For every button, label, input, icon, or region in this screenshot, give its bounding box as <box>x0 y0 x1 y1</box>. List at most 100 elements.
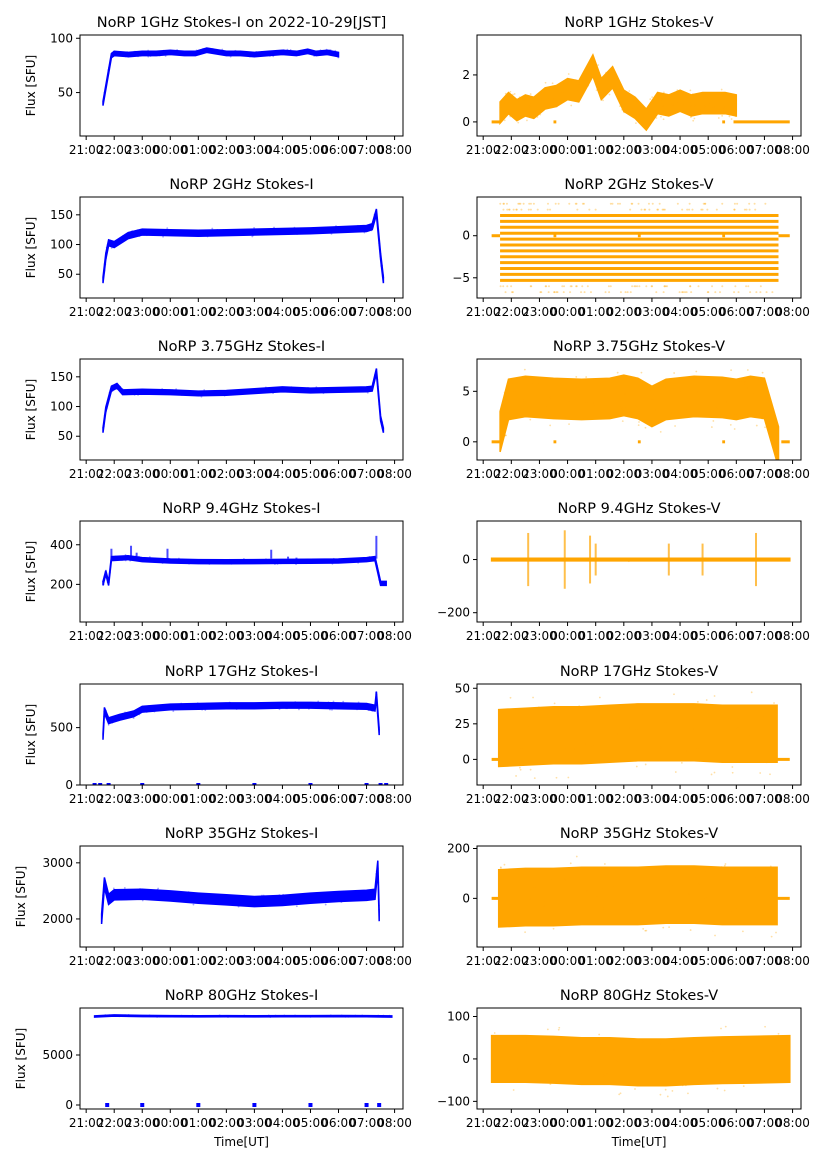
data-point <box>733 291 736 294</box>
data-point <box>504 434 507 437</box>
data-point <box>376 871 379 874</box>
data-zero-point <box>140 1103 145 1107</box>
data-point <box>106 717 108 720</box>
data-point <box>323 559 325 562</box>
data-point <box>106 579 109 582</box>
data-point <box>634 405 637 408</box>
data-point <box>111 390 114 393</box>
data-point <box>609 884 612 887</box>
data-point <box>709 102 712 105</box>
data-point <box>678 291 681 294</box>
subplot-title: NoRP 3.75GHz Stokes-I <box>158 339 325 355</box>
data-point <box>378 242 381 245</box>
data-point <box>357 224 359 227</box>
data-point <box>703 202 706 205</box>
data-point <box>522 99 525 102</box>
data-point <box>711 111 714 114</box>
data-point <box>113 557 116 560</box>
data-point <box>148 1014 151 1017</box>
x-tick-label: 05:00 <box>691 792 726 806</box>
axes-frame <box>476 845 802 948</box>
data-point <box>161 388 164 390</box>
data-point <box>652 921 655 924</box>
data-point <box>228 558 231 561</box>
data-point <box>378 908 380 911</box>
data-point <box>286 707 289 710</box>
data-point <box>527 871 530 874</box>
subplot-7: 20040021:0022:0023:0000:0001:0002:0003:0… <box>24 501 412 643</box>
x-tick-label: 23:00 <box>522 792 557 806</box>
data-point <box>759 285 762 288</box>
data-point <box>585 376 588 378</box>
data-point <box>560 85 563 88</box>
data-band <box>100 860 380 925</box>
data-point <box>218 1014 221 1017</box>
data-point <box>375 371 377 373</box>
axes-frame <box>79 196 404 299</box>
data-point <box>549 1083 552 1085</box>
data-point <box>537 706 540 709</box>
x-tick-label: 07:00 <box>349 305 384 319</box>
data-point <box>668 926 671 929</box>
data-point <box>591 60 594 63</box>
y-tick-label: 100 <box>50 31 73 45</box>
data-point <box>318 897 320 899</box>
data-point <box>544 285 547 288</box>
subplot-1: 5010021:0022:0023:0000:0001:0002:0003:00… <box>24 15 412 157</box>
data-point <box>765 291 768 294</box>
data-point <box>109 565 112 568</box>
data-point <box>555 776 558 779</box>
data-point <box>681 291 684 294</box>
data-point <box>540 96 542 99</box>
x-tick-label: 01:00 <box>181 467 216 481</box>
data-point <box>672 884 674 887</box>
data-point <box>370 228 373 231</box>
data-point <box>565 388 567 391</box>
data-point <box>284 53 287 56</box>
data-point <box>706 291 709 294</box>
data-point <box>109 892 112 895</box>
data-point <box>168 707 170 710</box>
data-point <box>114 385 117 387</box>
data-point <box>546 208 549 211</box>
data-point <box>536 116 539 118</box>
data-point <box>290 386 293 389</box>
x-tick-label: 05:00 <box>691 954 726 968</box>
x-tick-label: 06:00 <box>719 954 754 968</box>
data-point <box>567 1063 570 1066</box>
data-point <box>737 718 739 721</box>
data-point <box>103 880 106 883</box>
data-point <box>776 1050 779 1053</box>
data-point <box>244 53 247 56</box>
data-point <box>106 244 109 246</box>
data-point <box>122 234 124 237</box>
x-tick-label: 06:00 <box>321 143 356 157</box>
data-point <box>162 49 165 52</box>
data-point <box>724 106 727 108</box>
data-point <box>621 420 624 423</box>
data-point <box>233 50 236 53</box>
x-tick-label: 08:00 <box>775 467 810 481</box>
x-tick-label: 04:00 <box>265 1116 300 1130</box>
data-point <box>216 229 219 231</box>
data-point <box>581 285 584 288</box>
data-point <box>544 81 547 84</box>
data-point <box>503 119 506 122</box>
data-point <box>172 559 175 562</box>
data-point <box>177 50 180 53</box>
data-point <box>344 1015 347 1018</box>
data-point <box>549 396 552 399</box>
y-tick-label: 400 <box>50 538 73 552</box>
data-point <box>510 291 513 294</box>
data-point <box>253 227 255 229</box>
subplot-14: −100010021:0022:0023:0000:0001:0002:0003… <box>437 988 810 1149</box>
data-point <box>358 895 361 897</box>
data-point <box>547 285 550 288</box>
data-point <box>643 208 646 211</box>
data-point <box>282 49 285 51</box>
data-point <box>262 894 265 897</box>
x-tick-label: 08:00 <box>377 143 412 157</box>
data-zero-point <box>308 1103 313 1107</box>
data-point <box>636 110 639 112</box>
data-point <box>272 392 274 394</box>
